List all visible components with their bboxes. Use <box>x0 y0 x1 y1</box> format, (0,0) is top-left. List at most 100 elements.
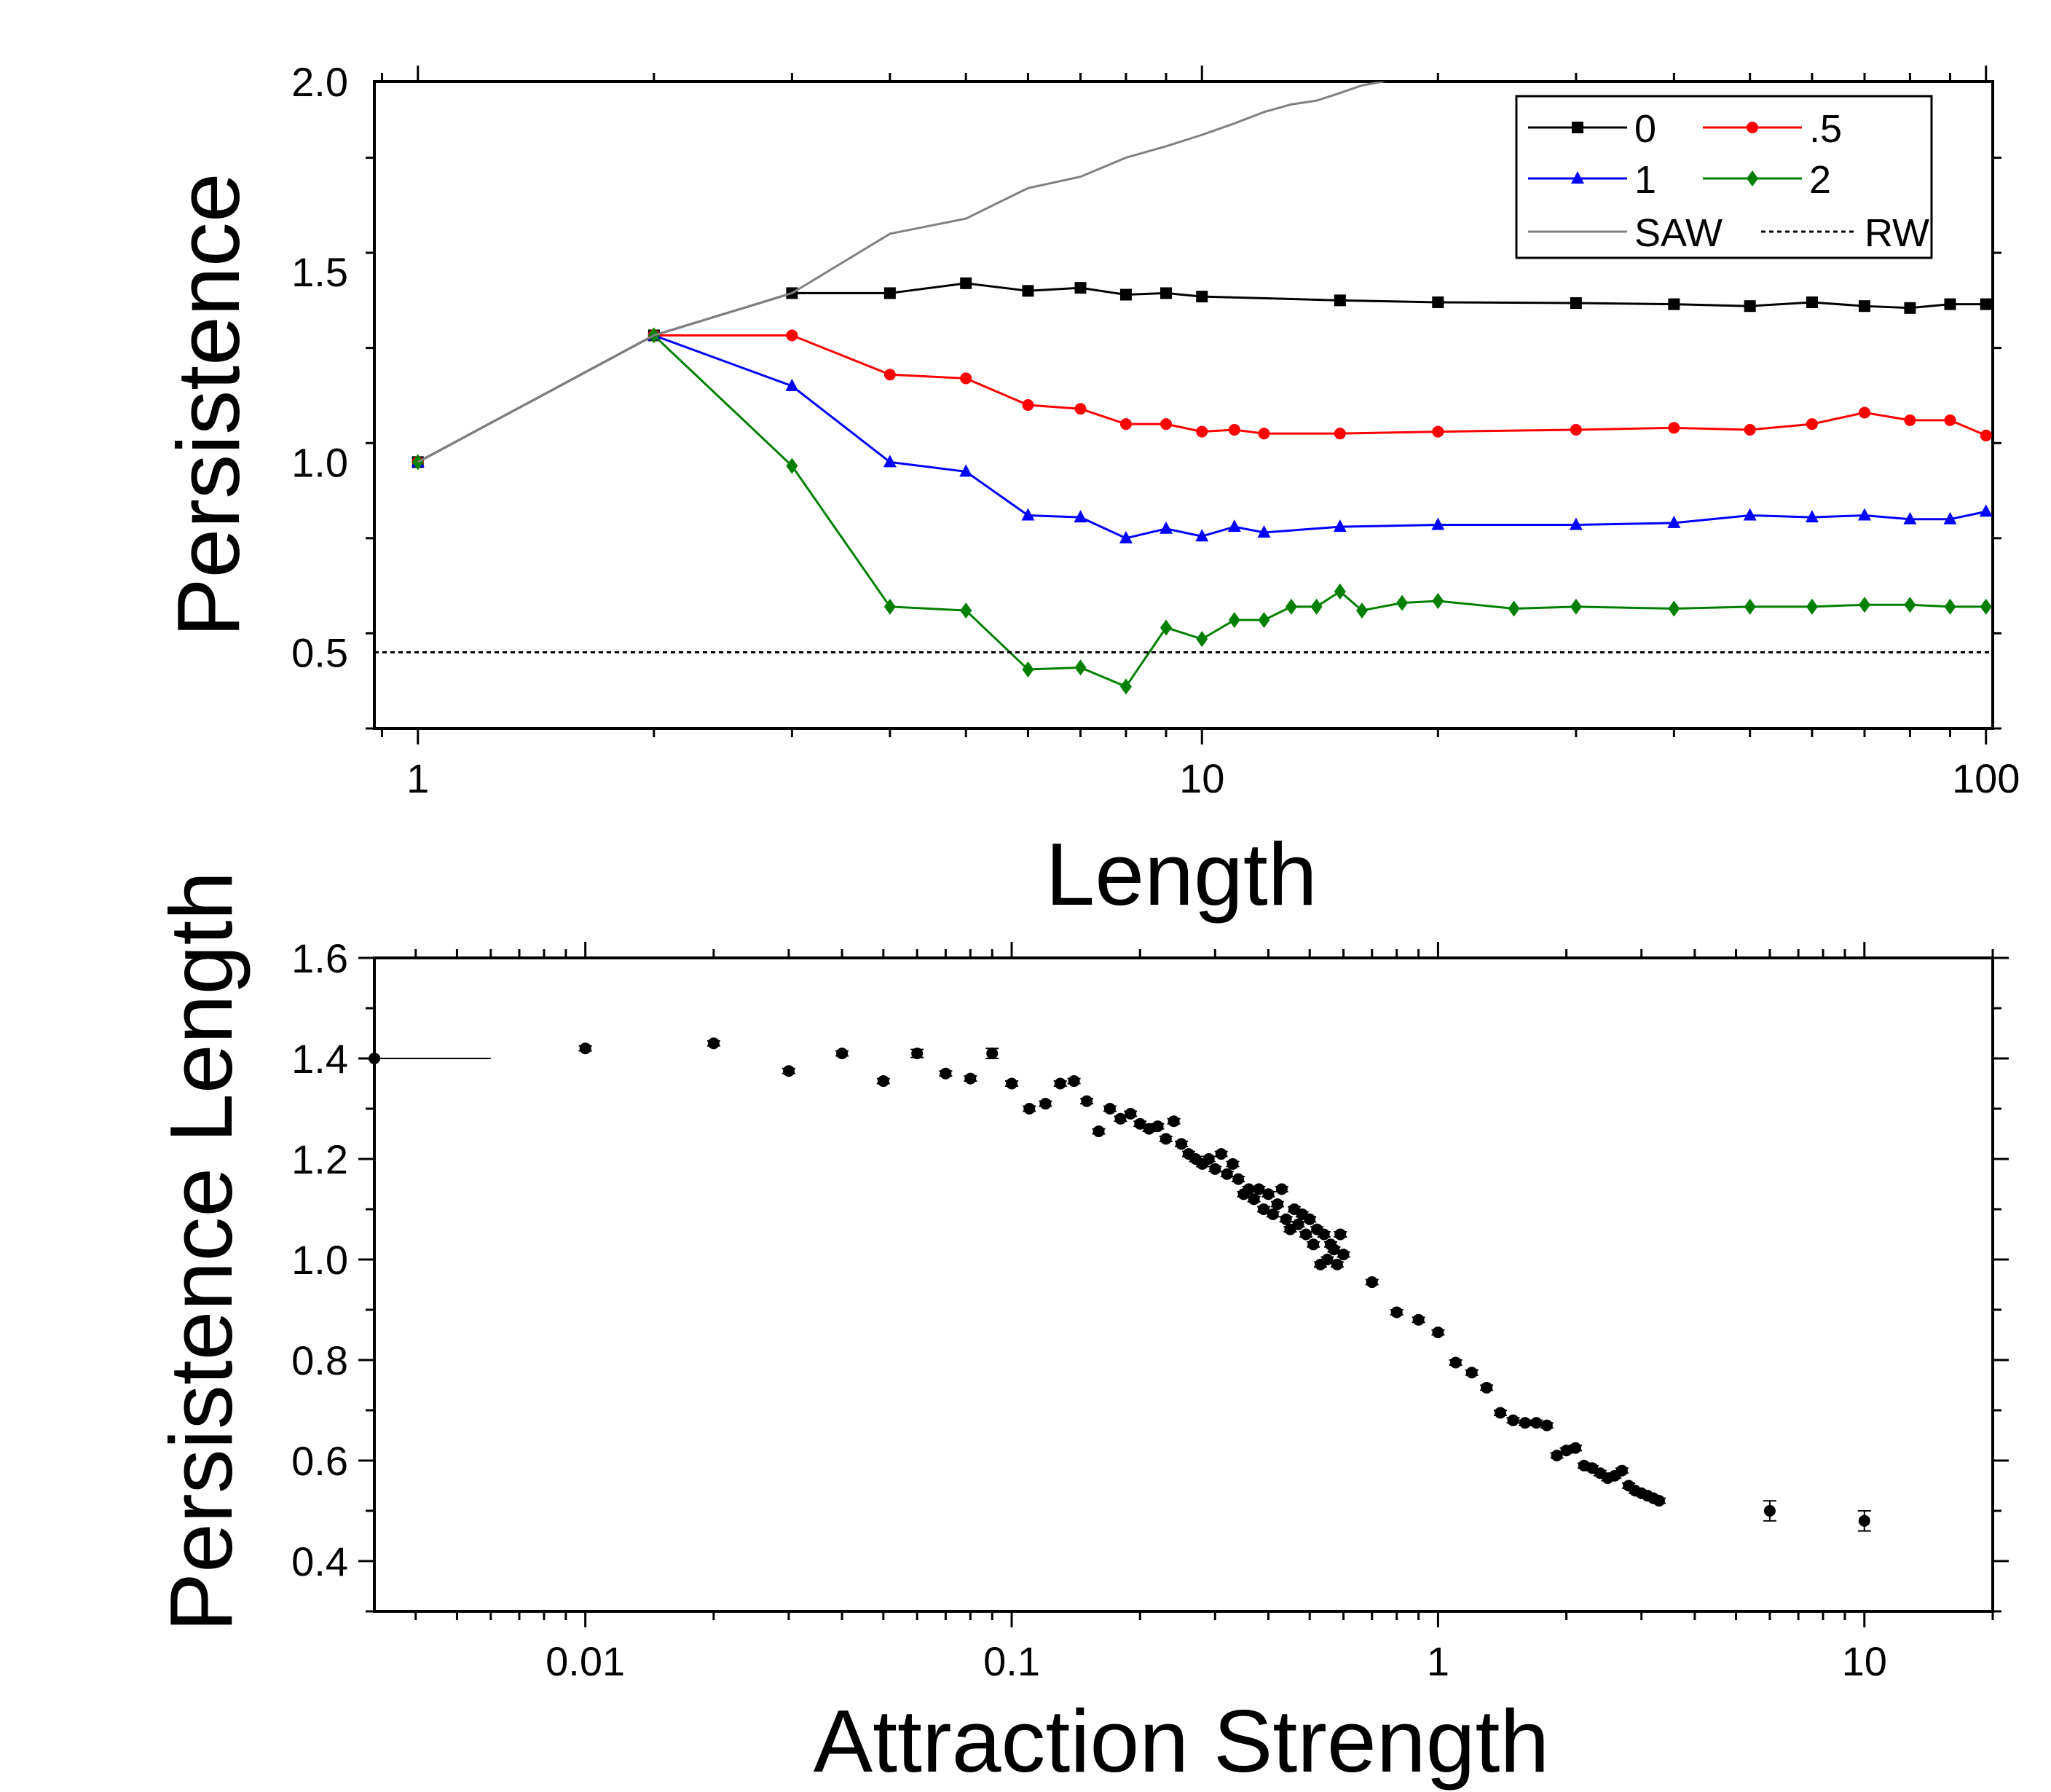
series-point-2 <box>1228 612 1240 629</box>
series-point-.5 <box>960 372 972 385</box>
series-point-1 <box>1979 504 1993 517</box>
bottom-y-tick-label: 0.6 <box>291 1438 348 1484</box>
data-point <box>1540 1419 1553 1431</box>
legend-entry-1: 1 <box>1528 158 1656 202</box>
data-point <box>1307 1238 1320 1251</box>
top-y-tick-label: 2.0 <box>291 59 348 105</box>
data-point <box>1262 1188 1275 1200</box>
data-point <box>1570 1442 1582 1454</box>
series-line-0 <box>417 282 1986 463</box>
series-point-2 <box>883 598 896 615</box>
data-point <box>1465 1367 1478 1379</box>
series-point-1 <box>1159 521 1173 534</box>
data-point <box>1390 1306 1403 1319</box>
series-point-0 <box>1196 291 1208 303</box>
series-point-1 <box>1667 515 1681 528</box>
series-point-.5 <box>1904 414 1916 426</box>
series-point-2 <box>1744 598 1756 615</box>
data-point <box>1267 1208 1279 1220</box>
series-point-0 <box>1904 302 1916 314</box>
series-point-2 <box>1022 661 1034 678</box>
data-point <box>1331 1258 1343 1270</box>
series-point-1 <box>1857 508 1871 521</box>
series-point-2 <box>1570 598 1582 615</box>
top-x-axis-title: Length <box>1045 825 1317 924</box>
bottom-panel-persistence-length-vs-attraction: 0.01 0.1 1 10 0.4 0.6 0.8 1.0 1.2 1.4 1.6 Attracti… <box>151 871 2009 1791</box>
data-point <box>1551 1450 1563 1462</box>
data-point <box>1152 1120 1164 1133</box>
data-point <box>1227 1158 1239 1170</box>
series-point-1 <box>1227 519 1241 533</box>
data-point <box>911 1048 924 1060</box>
bottom-y-axis-title: Persistence Length <box>151 871 251 1632</box>
data-point <box>782 1065 795 1077</box>
series-point-.5 <box>883 369 896 381</box>
data-point <box>1125 1107 1137 1120</box>
series-point-.5 <box>1980 429 1992 441</box>
legend-marker-2 <box>1747 170 1758 186</box>
legend-marker-.5 <box>1747 122 1758 133</box>
data-point <box>1300 1228 1312 1241</box>
data-point <box>1318 1228 1330 1241</box>
series-point-1 <box>785 378 799 391</box>
data-point <box>1023 1103 1036 1115</box>
top-y-axis-title: Persistence <box>159 173 258 637</box>
data-point <box>1253 1183 1265 1195</box>
data-point <box>1039 1098 1052 1110</box>
bottom-x-tick-label: 0.1 <box>983 1638 1040 1684</box>
series-point-0 <box>1119 288 1132 301</box>
series-point-2 <box>1355 602 1368 619</box>
top-axes-frame <box>373 80 1994 730</box>
data-point <box>940 1067 952 1080</box>
series-point-0 <box>960 277 972 289</box>
data-point <box>1449 1356 1462 1369</box>
data-point <box>1763 1505 1776 1517</box>
data-point <box>1221 1168 1233 1180</box>
series-point-0 <box>1022 285 1034 297</box>
series-point-2 <box>1334 583 1346 600</box>
top-x-tick-label: 10 <box>1179 755 1224 801</box>
data-point <box>1248 1193 1260 1206</box>
data-point <box>1858 1514 1870 1527</box>
data-point <box>1519 1417 1531 1429</box>
data-point <box>1292 1218 1304 1230</box>
series-point-2 <box>1668 600 1680 617</box>
data-point <box>1081 1095 1093 1107</box>
series-point-0 <box>1432 296 1444 308</box>
series-point-.5 <box>1744 423 1756 436</box>
series-point-2 <box>1074 659 1087 676</box>
top-x-tick-label: 1 <box>406 755 429 801</box>
series-line-1 <box>417 334 1987 540</box>
data-point <box>707 1037 720 1050</box>
data-point <box>1412 1313 1425 1326</box>
data-point <box>1209 1163 1221 1175</box>
series-point-.5 <box>1160 418 1172 431</box>
data-point <box>1615 1464 1628 1477</box>
series-point-.5 <box>1668 422 1680 434</box>
series-point-1 <box>1903 511 1917 524</box>
data-point <box>964 1072 977 1085</box>
bottom-y-tick-label: 0.4 <box>291 1538 348 1584</box>
series-point-0 <box>1858 300 1870 313</box>
series-point-2 <box>1160 619 1172 636</box>
series-point-1 <box>1195 529 1209 542</box>
series-point-2 <box>786 457 798 474</box>
series-point-.5 <box>1806 418 1818 431</box>
series-point-.5 <box>1196 425 1208 438</box>
series-point-0 <box>1668 298 1680 310</box>
series-point-2 <box>1119 678 1132 695</box>
data-point <box>1160 1133 1172 1145</box>
series-point-2 <box>1258 612 1270 629</box>
series-point-0 <box>1806 296 1818 308</box>
data-point <box>579 1042 591 1055</box>
series-point-.5 <box>1432 425 1444 438</box>
data-point <box>1215 1148 1227 1160</box>
data-point <box>1006 1077 1018 1090</box>
series-point-1 <box>1257 524 1271 538</box>
bottom-y-tick-label: 0.8 <box>291 1337 348 1383</box>
series-point-.5 <box>1258 428 1270 440</box>
bottom-y-tick-label: 1.0 <box>291 1237 348 1283</box>
series-point-2 <box>1858 597 1870 613</box>
series-point-2 <box>1508 600 1520 617</box>
